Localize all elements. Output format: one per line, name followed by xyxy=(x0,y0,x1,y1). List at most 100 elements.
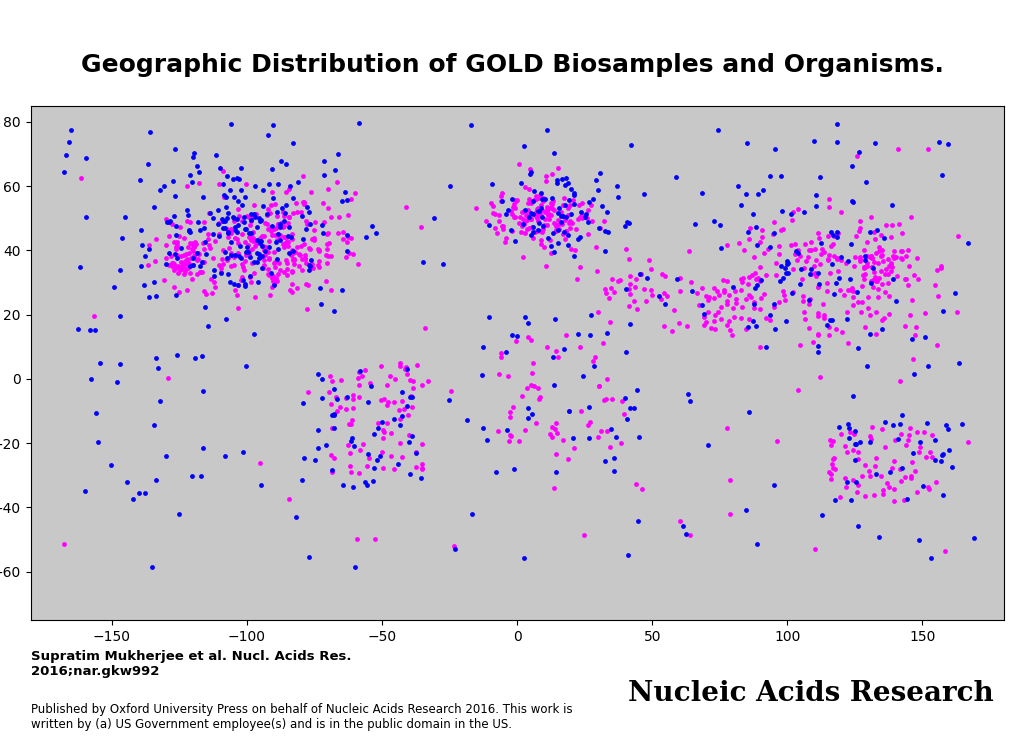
Point xyxy=(861,251,878,263)
Point xyxy=(350,391,367,403)
Point xyxy=(536,240,552,253)
Point xyxy=(831,271,848,284)
Point xyxy=(535,221,551,233)
Point xyxy=(863,250,880,262)
Point xyxy=(753,292,769,304)
Point xyxy=(205,228,221,240)
Point xyxy=(868,452,885,464)
Point xyxy=(220,252,237,264)
Point xyxy=(74,172,90,184)
Point xyxy=(414,463,430,476)
Point xyxy=(242,248,258,260)
Point xyxy=(507,202,523,214)
Point xyxy=(626,296,642,308)
Point xyxy=(495,223,511,235)
Point xyxy=(190,216,207,228)
Point xyxy=(279,159,295,171)
Point xyxy=(133,260,150,272)
Point xyxy=(510,435,526,447)
Point xyxy=(828,253,845,265)
Point xyxy=(374,416,390,428)
Point xyxy=(516,552,532,564)
Point xyxy=(597,245,613,257)
Point xyxy=(261,178,278,190)
Point xyxy=(168,290,184,302)
Point xyxy=(655,287,672,299)
Point xyxy=(168,249,184,261)
Point xyxy=(169,349,185,361)
Point xyxy=(847,425,863,437)
Point xyxy=(548,345,564,357)
Point xyxy=(890,433,906,445)
Point xyxy=(315,227,332,239)
Point xyxy=(886,494,902,507)
Point xyxy=(876,312,892,324)
Point xyxy=(232,240,249,253)
Point xyxy=(445,540,462,552)
Point xyxy=(494,195,510,207)
Point xyxy=(301,243,317,255)
Point xyxy=(856,491,872,503)
Point xyxy=(185,147,202,159)
Point xyxy=(337,186,353,198)
Point xyxy=(253,234,269,246)
Point xyxy=(286,254,302,266)
Point xyxy=(334,195,350,207)
Point xyxy=(214,253,230,265)
Point xyxy=(382,370,398,382)
Point xyxy=(596,215,612,227)
Point xyxy=(415,438,431,451)
Point xyxy=(933,260,949,272)
Point xyxy=(244,227,260,239)
Point xyxy=(593,200,609,212)
Point xyxy=(269,234,286,246)
Point xyxy=(382,427,398,439)
Point xyxy=(818,319,835,331)
Point xyxy=(859,361,876,373)
Point xyxy=(809,267,825,279)
Point xyxy=(298,302,314,314)
Point xyxy=(269,218,286,230)
Point xyxy=(613,395,630,407)
Point xyxy=(838,482,854,494)
Point xyxy=(174,261,190,273)
Point xyxy=(252,232,268,244)
Point xyxy=(70,323,86,335)
Point xyxy=(933,262,949,274)
Point xyxy=(911,441,928,453)
Point xyxy=(82,324,98,336)
Point xyxy=(927,279,943,291)
Point xyxy=(310,259,327,271)
Point xyxy=(414,458,430,470)
Point xyxy=(256,217,272,229)
Point xyxy=(484,178,501,191)
Point xyxy=(265,192,282,204)
Point xyxy=(519,317,536,329)
Point xyxy=(289,206,305,218)
Point xyxy=(547,423,563,435)
Point xyxy=(239,246,255,258)
Point xyxy=(863,274,880,287)
Point xyxy=(376,426,392,438)
Point xyxy=(152,395,168,407)
Point xyxy=(187,238,204,250)
Point xyxy=(58,149,75,161)
Point xyxy=(330,148,346,160)
Point xyxy=(548,218,564,231)
Point xyxy=(234,262,251,274)
Point xyxy=(301,218,317,230)
Point xyxy=(531,205,548,217)
Point xyxy=(707,315,723,327)
Point xyxy=(475,341,492,353)
Point xyxy=(809,328,825,340)
Point xyxy=(935,489,951,501)
Point xyxy=(529,225,546,237)
Point xyxy=(225,215,242,227)
Point xyxy=(866,489,883,501)
Point xyxy=(560,209,577,221)
Point xyxy=(537,206,553,218)
Point xyxy=(404,382,421,394)
Point xyxy=(829,136,846,148)
Point xyxy=(564,216,581,228)
Point xyxy=(755,184,771,196)
